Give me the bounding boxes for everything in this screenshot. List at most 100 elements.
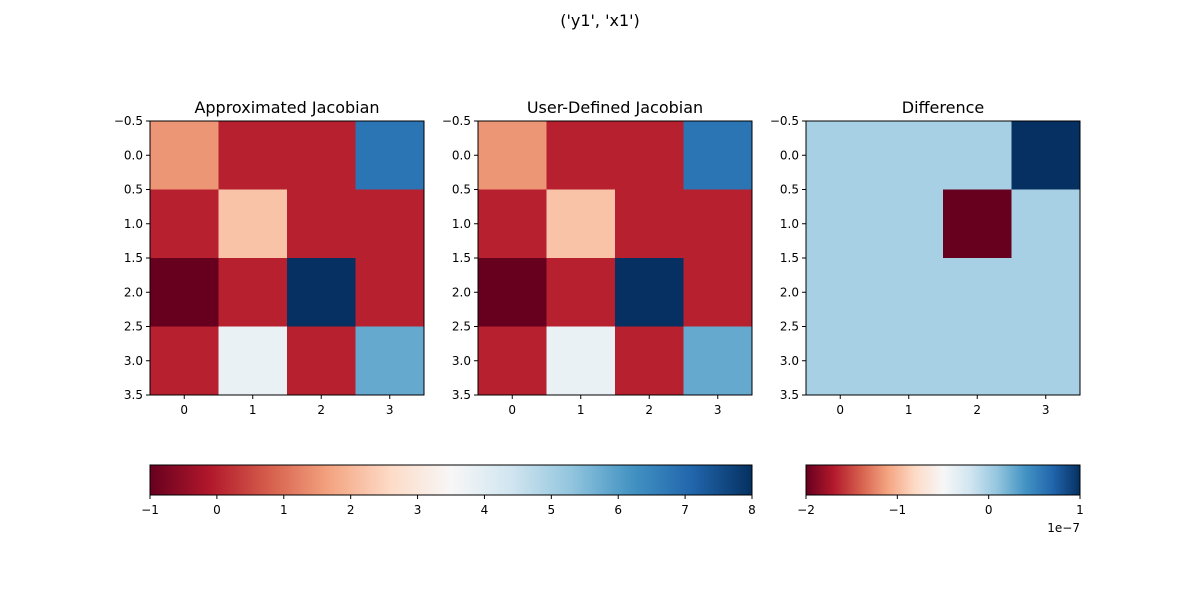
y-tick-label: 1.5	[780, 251, 799, 265]
y-tick-label: 0.0	[452, 148, 471, 162]
heatmap-cell	[943, 326, 1012, 396]
colorbar-tick-label: 6	[614, 503, 622, 517]
x-tick-label: 0	[180, 403, 188, 417]
heatmap-cell	[874, 326, 944, 396]
colorbar-tick-label: 0	[213, 503, 221, 517]
y-tick-label: 2.5	[780, 320, 799, 334]
difference-colorbar: −2 −1 0 1 1e−7	[797, 464, 1084, 535]
heatmap-cell	[806, 121, 875, 190]
colorbar-gradient	[149, 464, 753, 496]
heatmap-cell	[615, 121, 684, 190]
y-tick-label: 1.5	[452, 251, 471, 265]
x-tick-label: 2	[973, 403, 981, 417]
heatmap-cell	[478, 258, 547, 327]
heatmap-cell	[615, 189, 684, 259]
colorbar-tick-label: −2	[797, 503, 815, 517]
heatmap-cell	[218, 189, 288, 259]
colorbar-tick-label: 7	[681, 503, 689, 517]
heatmap-cell	[218, 326, 288, 396]
y-tick-label: 1.5	[124, 251, 143, 265]
heatmap-cell	[355, 258, 425, 327]
y-tick-label: 2.0	[780, 285, 799, 299]
y-tick-label: 0.5	[780, 183, 799, 197]
heatmap-cell	[546, 189, 616, 259]
heatmap-cell	[683, 189, 753, 259]
x-tick-label: 3	[714, 403, 722, 417]
heatmap-cell	[874, 258, 944, 327]
heatmap-cell	[615, 326, 684, 396]
y-tick-label: 0.0	[124, 148, 143, 162]
heatmap-cell	[478, 326, 547, 396]
y-tick-label: −0.5	[114, 114, 143, 128]
colorbar-tick-label: 2	[347, 503, 355, 517]
heatmap-cell	[218, 121, 288, 190]
heatmap-cell	[478, 121, 547, 190]
x-tick-label: 3	[1042, 403, 1050, 417]
x-tick-label: 2	[645, 403, 653, 417]
colorbar-tick-label: 5	[548, 503, 556, 517]
heatmap-cell	[150, 326, 219, 396]
heatmap-cell	[355, 189, 425, 259]
heatmap-cell	[287, 326, 356, 396]
jacobian-colorbar: −1 0 1 2 3 4 5 6 7 8	[141, 464, 756, 517]
colorbar-tick-label: 3	[414, 503, 422, 517]
colorbar-tick-label: 4	[481, 503, 489, 517]
figure-suptitle: ('y1', 'x1')	[560, 11, 640, 30]
y-tick-label: 2.0	[452, 285, 471, 299]
colorbar-tick-label: 1	[280, 503, 288, 517]
heatmap-cell	[806, 258, 875, 327]
heatmap-cell	[1011, 189, 1081, 259]
difference-panel: Difference 0 1 2 3 −0.5 0.0 0.5 1.0 1.5 2.0 2.5 3.0 3…	[770, 98, 1081, 417]
y-tick-label: 3.5	[780, 388, 799, 402]
heatmap-cell	[355, 326, 425, 396]
x-tick-label: 1	[905, 403, 913, 417]
colorbar-offset-label: 1e−7	[1047, 521, 1080, 535]
heatmap-cell	[546, 121, 616, 190]
y-tick-label: −0.5	[442, 114, 471, 128]
colorbar-tick-label: 8	[748, 503, 756, 517]
heatmap-cell	[1011, 258, 1081, 327]
x-tick-label: 1	[249, 403, 257, 417]
heatmap-cell	[287, 189, 356, 259]
x-tick-label: 0	[836, 403, 844, 417]
x-tick-label: 1	[577, 403, 585, 417]
heatmap-cell	[874, 121, 944, 190]
heatmap-cell	[683, 326, 753, 396]
y-tick-label: −0.5	[770, 114, 799, 128]
approximated-jacobian-panel: Approximated Jacobian 0 1 2 3 −0.5 0.0 0.5 1.0 1.…	[114, 98, 425, 417]
y-tick-label: 0.5	[124, 183, 143, 197]
heatmap-cell	[683, 121, 753, 190]
heatmap-cell	[478, 189, 547, 259]
heatmap-cell	[287, 121, 356, 190]
y-tick-label: 1.0	[780, 217, 799, 231]
y-tick-label: 3.0	[452, 354, 471, 368]
x-tick-label: 0	[508, 403, 516, 417]
panel-title: User-Defined Jacobian	[527, 98, 703, 117]
y-tick-label: 0.0	[780, 148, 799, 162]
y-tick-label: 3.5	[452, 388, 471, 402]
y-tick-label: 3.0	[124, 354, 143, 368]
heatmap-cell	[150, 121, 219, 190]
heatmap-cell	[150, 258, 219, 327]
x-tick-label: 2	[317, 403, 325, 417]
heatmap-cell	[150, 189, 219, 259]
y-tick-label: 2.0	[124, 285, 143, 299]
panel-title: Difference	[902, 98, 984, 117]
heatmap-cell	[355, 121, 425, 190]
heatmap-cell	[943, 121, 1012, 190]
heatmap-cell	[943, 258, 1012, 327]
heatmap-cell	[218, 258, 288, 327]
heatmap-cell	[287, 258, 356, 327]
heatmap-cell	[943, 189, 1012, 259]
colorbar-gradient	[805, 464, 1081, 496]
heatmap-cell	[546, 326, 616, 396]
y-tick-label: 2.5	[124, 320, 143, 334]
colorbar-tick-label: −1	[888, 503, 906, 517]
y-tick-label: 1.0	[452, 217, 471, 231]
heatmap-cell	[546, 258, 616, 327]
heatmap-cell	[874, 189, 944, 259]
y-tick-label: 3.0	[780, 354, 799, 368]
colorbar-tick-label: 0	[985, 503, 993, 517]
heatmap-cell	[806, 189, 875, 259]
